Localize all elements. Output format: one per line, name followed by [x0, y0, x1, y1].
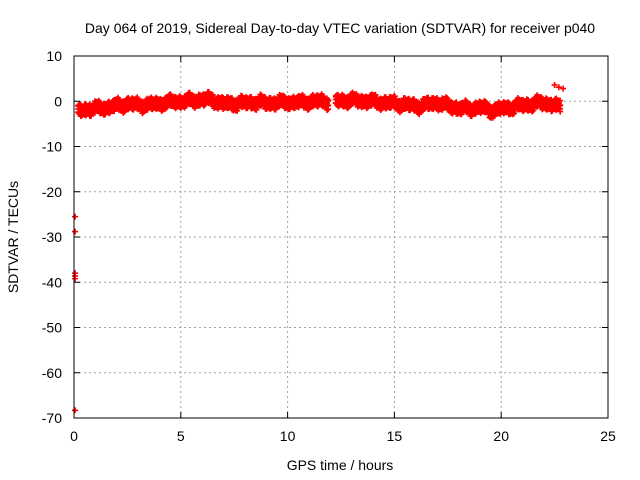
y-tick-label: -10 — [42, 139, 62, 155]
data-point-marker — [557, 97, 564, 104]
y-tick-label: -20 — [42, 184, 62, 200]
axis-ticks: 0 5 10 15 20 25 -70 -60 -50 -40 -30 -20 -10 0 10 — [42, 48, 616, 444]
data-point-marker — [487, 110, 498, 121]
x-axis-label: GPS time / hours — [287, 457, 394, 473]
data-point-marker — [72, 407, 79, 414]
y-tick-label: 0 — [54, 93, 62, 109]
x-tick-label: 0 — [70, 428, 78, 444]
data-point-marker — [325, 96, 332, 103]
y-tick-label: -70 — [42, 410, 62, 426]
y-tick-label: -50 — [42, 320, 62, 336]
x-tick-label: 25 — [600, 428, 616, 444]
y-tick-label: -40 — [42, 274, 62, 290]
data-point-marker — [551, 81, 558, 88]
data-point-marker — [491, 101, 502, 112]
x-tick-label: 20 — [493, 428, 509, 444]
data-point-marker — [555, 84, 562, 91]
data-point-marker — [72, 213, 79, 220]
y-tick-label: -30 — [42, 229, 62, 245]
x-tick-label: 5 — [177, 428, 185, 444]
y-tick-label: 10 — [46, 48, 62, 64]
x-tick-label: 15 — [387, 428, 403, 444]
chart-title: Day 064 of 2019, Sidereal Day-to-day VTE… — [85, 20, 595, 36]
data-point-marker — [72, 228, 79, 235]
data-point-marker — [483, 108, 494, 119]
data-points — [72, 81, 567, 414]
x-tick-label: 10 — [280, 428, 296, 444]
data-point-marker — [479, 100, 490, 111]
data-point-marker — [444, 95, 451, 102]
y-axis-label: SDTVAR / TECUs — [5, 181, 21, 293]
y-tick-label: -60 — [42, 365, 62, 381]
data-point-marker — [560, 85, 567, 92]
data-point-marker — [72, 275, 79, 282]
